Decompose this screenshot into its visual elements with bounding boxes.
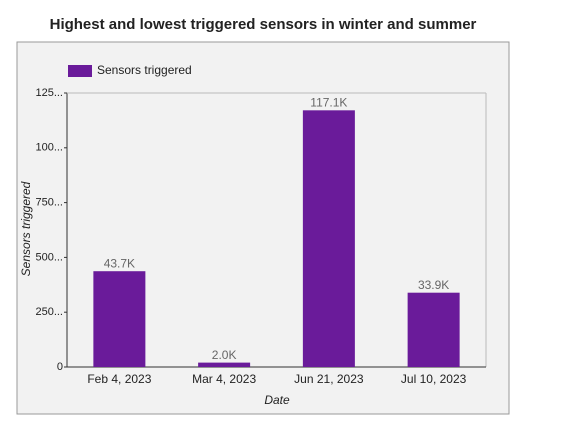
value-label: 2.0K [212, 348, 237, 362]
y-tick-label: 100... [35, 142, 63, 154]
x-tick-label: Mar 4, 2023 [192, 372, 256, 386]
y-tick-label: 250... [35, 306, 63, 318]
x-tick-label: Jul 10, 2023 [401, 372, 467, 386]
y-tick-label: 125... [35, 87, 63, 99]
legend-swatch [68, 65, 92, 77]
bar [198, 362, 251, 367]
y-axis-label: Sensors triggered [19, 181, 33, 276]
value-label: 33.9K [418, 278, 449, 292]
x-tick-label: Jun 21, 2023 [294, 372, 364, 386]
y-tick-label: 500... [35, 251, 63, 263]
chart-title: Highest and lowest triggered sensors in … [50, 16, 477, 33]
value-label: 43.7K [104, 256, 135, 270]
x-tick-label: Feb 4, 2023 [87, 372, 151, 386]
legend-label: Sensors triggered [97, 63, 192, 77]
y-tick-label: 750... [35, 197, 63, 209]
bar [93, 271, 146, 367]
x-axis-label: Date [264, 393, 290, 407]
value-label: 117.1K [310, 95, 347, 109]
y-tick-label: 0 [57, 361, 63, 373]
bar [407, 292, 460, 367]
bar [302, 110, 355, 367]
